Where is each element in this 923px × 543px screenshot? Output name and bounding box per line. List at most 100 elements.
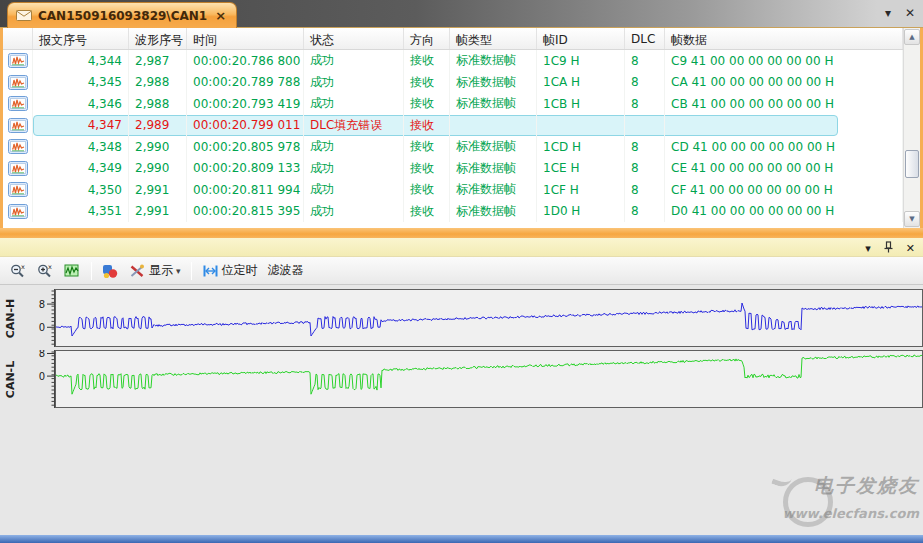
channel-plot-can-h[interactable] <box>55 289 923 347</box>
cell-status: 成功 <box>304 136 404 158</box>
panel-pin-icon[interactable] <box>883 241 894 256</box>
watermark-url: www.elecfans.com <box>783 506 919 521</box>
cell-frame_id: 1CF H <box>537 179 625 201</box>
cell-status: 成功 <box>304 179 404 201</box>
svg-text:0: 0 <box>39 322 45 333</box>
waveform-scope: 电子发烧友 www.elecfans.com CAN-H80CAN-L80 <box>0 285 923 535</box>
tab-list-dropdown-icon[interactable]: ▾ <box>885 6 891 20</box>
cell-frame_type: 标准数据帧 <box>450 179 537 201</box>
scroll-up-icon[interactable]: ▲ <box>904 29 920 45</box>
display-settings-button[interactable]: 显示 ▾ <box>125 260 185 281</box>
scope-toolbar: x x 显示 ▾ 位定时 滤波器 <box>0 257 923 285</box>
cell-msg_no: 4,350 <box>33 179 129 201</box>
scroll-down-icon[interactable]: ▼ <box>904 211 920 227</box>
bit-timing-label: 位定时 <box>222 262 258 279</box>
table-row[interactable]: 4,3512,99100:00:20.815 395成功接收标准数据帧1D0 H… <box>3 201 903 223</box>
panel-splitter[interactable] <box>0 228 923 238</box>
cell-frame_type: 标准数据帧 <box>450 93 537 115</box>
caption-controls: ▾ ✕ <box>865 241 915 256</box>
cell-direction: 接收 <box>404 158 450 180</box>
cell-dlc: 8 <box>625 158 665 180</box>
table-row[interactable]: 4,3462,98800:00:20.793 419成功接收标准数据帧1CB H… <box>3 93 903 115</box>
tab-can1[interactable]: CAN150916093829\CAN1 × <box>7 2 237 28</box>
tab-close-icon[interactable]: × <box>215 8 226 23</box>
cell-frame_type: 标准数据帧 <box>450 158 537 180</box>
column-header-frame_type[interactable]: 帧类型 <box>450 28 537 49</box>
cell-frame_type: 标准数据帧 <box>450 50 537 72</box>
cell-direction: 接收 <box>404 201 450 223</box>
channel-strip-can-h: CAN-H80 <box>0 289 923 347</box>
message-envelope-icon <box>16 6 32 25</box>
panel-close-icon[interactable]: ✕ <box>906 243 915 255</box>
tabbar-close-icon[interactable]: ✕ <box>905 6 915 20</box>
watermark: 电子发烧友 www.elecfans.com <box>769 455 919 535</box>
cell-dlc: 8 <box>625 72 665 94</box>
cell-wave_no: 2,991 <box>129 179 187 201</box>
column-header-msg_no[interactable]: 报文序号 <box>33 28 129 49</box>
cell-wave_no: 2,990 <box>129 158 187 180</box>
column-header-dlc[interactable]: DLC <box>625 28 665 49</box>
table-row[interactable]: 4,3452,98800:00:20.789 788成功接收标准数据帧1CA H… <box>3 72 903 94</box>
table-row[interactable]: 4,3492,99000:00:20.809 133成功接收标准数据帧1CE H… <box>3 158 903 180</box>
cell-frame_type: 标准数据帧 <box>450 136 537 158</box>
table-row[interactable]: 4,3442,98700:00:20.786 800成功接收标准数据帧1C9 H… <box>3 50 903 72</box>
cell-status: 成功 <box>304 158 404 180</box>
cell-msg_no: 4,345 <box>33 72 129 94</box>
cell-frame_id: 1C9 H <box>537 50 625 72</box>
cell-frame_id: 1CA H <box>537 72 625 94</box>
column-header-time[interactable]: 时间 <box>187 28 304 49</box>
cell-wave_no: 2,990 <box>129 136 187 158</box>
table-row[interactable]: 4,3482,99000:00:20.805 978成功接收标准数据帧1CD H… <box>3 136 903 158</box>
scrollbar-thumb[interactable] <box>905 150 919 178</box>
svg-text:8: 8 <box>39 299 45 310</box>
scope-panel-caption: ▾ ✕ <box>0 238 923 257</box>
column-header-status[interactable]: 状态 <box>304 28 404 49</box>
cell-status: 成功 <box>304 50 404 72</box>
cell-msg_no: 4,348 <box>33 136 129 158</box>
cell-status: 成功 <box>304 72 404 94</box>
channel-label-can-l: CAN-L <box>0 350 22 408</box>
tab-bar: CAN150916093829\CAN1 × ▾ ✕ <box>0 0 923 28</box>
cell-time: 00:00:20.786 800 <box>187 50 304 72</box>
table-row[interactable]: 4,3502,99100:00:20.811 994成功接收标准数据帧1CF H… <box>3 179 903 201</box>
svg-text:8: 8 <box>39 350 45 359</box>
column-header-frame_data[interactable]: 帧数据 <box>665 28 903 49</box>
cell-msg_no: 4,347 <box>33 115 129 137</box>
cell-msg_no: 4,346 <box>33 93 129 115</box>
cell-time: 00:00:20.809 133 <box>187 158 304 180</box>
watermark-logo-icon <box>783 477 833 527</box>
display-caret-icon: ▾ <box>176 266 181 276</box>
cell-time: 00:00:20.805 978 <box>187 136 304 158</box>
cell-direction: 接收 <box>404 72 450 94</box>
cell-frame_data <box>665 115 903 137</box>
table-scrollbar[interactable]: ▲ ▼ <box>903 28 920 228</box>
can-analyzer-window: CAN150916093829\CAN1 × ▾ ✕ 报文序号波形序号时间状态方… <box>0 0 923 543</box>
bit-timing-button[interactable]: 位定时 <box>198 260 262 281</box>
filter-button[interactable]: 滤波器 <box>264 260 308 281</box>
column-header-frame_id[interactable]: 帧ID <box>537 28 625 49</box>
colors-button[interactable] <box>98 261 123 281</box>
panel-dropdown-icon[interactable]: ▾ <box>865 243 871 255</box>
cell-status: DLC填充错误 <box>304 115 404 137</box>
channel-plot-can-l[interactable] <box>55 350 923 408</box>
window-bottom-border <box>0 535 923 543</box>
waveform-icon <box>3 115 33 137</box>
cell-time: 00:00:20.799 011 <box>187 115 304 137</box>
zoom-in-button[interactable]: x <box>33 261 58 281</box>
table-row[interactable]: 4,3472,98900:00:20.799 011DLC填充错误接收 <box>3 115 903 137</box>
column-header-wave_no[interactable]: 波形序号 <box>129 28 187 49</box>
zoom-out-button[interactable]: x <box>6 261 31 281</box>
cell-wave_no: 2,987 <box>129 50 187 72</box>
cell-direction: 接收 <box>404 179 450 201</box>
cell-frame_type: 标准数据帧 <box>450 72 537 94</box>
cell-frame_id: 1D0 H <box>537 201 625 223</box>
waveform-icon <box>3 93 33 115</box>
column-header-direction[interactable]: 方向 <box>404 28 450 49</box>
fit-waveform-button[interactable] <box>60 261 85 281</box>
channel-y-axis-can-l: 80 <box>22 350 55 408</box>
cell-frame_id <box>537 115 625 137</box>
column-header-icon[interactable] <box>3 28 33 49</box>
waveform-icon <box>3 158 33 180</box>
cell-direction: 接收 <box>404 93 450 115</box>
svg-text:x: x <box>48 263 52 271</box>
